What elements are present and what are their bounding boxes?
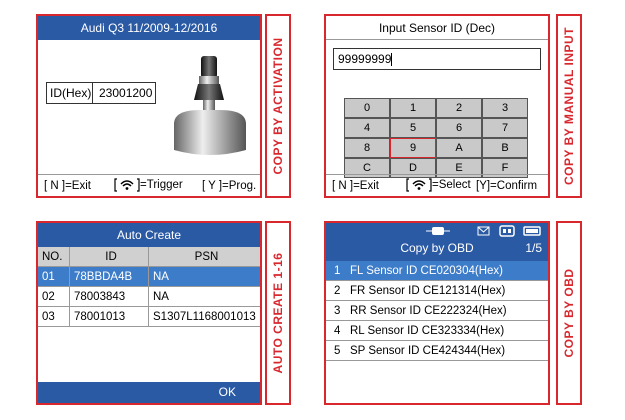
side-label-box: COPY BY OBD bbox=[556, 221, 582, 405]
keypad-key[interactable]: 5 bbox=[390, 118, 436, 138]
item-number: 1 bbox=[334, 265, 341, 277]
side-label: COPY BY MANUAL INPUT bbox=[562, 26, 576, 186]
screen-title: Copy by OBD bbox=[400, 241, 474, 255]
table-cell: 01 bbox=[42, 271, 55, 283]
keypad-key[interactable]: 3 bbox=[482, 98, 528, 118]
table-cell: NA bbox=[153, 291, 169, 303]
list-item[interactable]: 1 FL Sensor ID CE020304(Hex) bbox=[326, 261, 548, 281]
footer-text: [ N ]=Exit bbox=[44, 180, 91, 192]
keypad-key[interactable]: 8 bbox=[344, 138, 390, 158]
table-cell: S1307L1168001013 bbox=[153, 311, 256, 323]
keypad-key[interactable]: F bbox=[482, 158, 528, 178]
status-icons bbox=[426, 225, 541, 237]
side-label-box: COPY BY MANUAL INPUT bbox=[556, 14, 582, 198]
keypad-key[interactable]: B bbox=[482, 138, 528, 158]
column-divider bbox=[69, 267, 70, 287]
device-screen: Copy by OBD 1/5 1 FL Sensor ID CE020304(Hex… bbox=[324, 221, 550, 405]
keypad-key[interactable]: 0 bbox=[344, 98, 390, 118]
footer-bar: [ N ]=Exit =Select [Y]=Confirm bbox=[326, 174, 548, 196]
item-number: 4 bbox=[334, 325, 341, 337]
table-cell: 03 bbox=[42, 311, 55, 323]
sensor-id-input: 99999999 bbox=[333, 48, 541, 70]
footer-hint: [Y]=Confirm bbox=[476, 180, 537, 192]
footer-text: [Y]=Confirm bbox=[476, 180, 538, 192]
item-text: FR Sensor ID CE121314(Hex) bbox=[350, 285, 506, 297]
sensor-image bbox=[174, 56, 246, 155]
keypad-key[interactable]: 7 bbox=[482, 118, 528, 138]
column-divider bbox=[148, 307, 149, 327]
column-divider bbox=[148, 287, 149, 307]
keypad-key[interactable]: 6 bbox=[436, 118, 482, 138]
item-number: 5 bbox=[334, 345, 341, 357]
side-label: AUTO CREATE 1-16 bbox=[271, 252, 285, 374]
column-header: NO. bbox=[42, 251, 63, 263]
column-divider bbox=[148, 267, 149, 287]
column-divider bbox=[148, 247, 149, 267]
footer-text: =Select bbox=[432, 179, 471, 192]
keypad-key[interactable]: 1 bbox=[390, 98, 436, 118]
keypad-key[interactable]: C bbox=[344, 158, 390, 178]
title-bar: Input Sensor ID (Dec) bbox=[326, 16, 548, 40]
item-text: SP Sensor ID CE424344(Hex) bbox=[350, 345, 506, 357]
side-label: COPY BY OBD bbox=[562, 268, 576, 358]
table-row[interactable]: 01 78BBDA4B NA bbox=[38, 267, 260, 287]
item-text: RL Sensor ID CE323334(Hex) bbox=[350, 325, 505, 337]
side-label-box: COPY BY ACTIVATION bbox=[265, 14, 291, 198]
item-number: 2 bbox=[334, 285, 341, 297]
table-header: NO. ID PSN bbox=[38, 247, 260, 267]
signal-icon bbox=[406, 178, 432, 192]
keypad-key[interactable]: A bbox=[436, 138, 482, 158]
footer-hint: =Trigger bbox=[114, 178, 183, 192]
keypad-key[interactable]: 9 bbox=[390, 138, 436, 158]
column-divider bbox=[69, 247, 70, 267]
table-cell: 78001013 bbox=[74, 311, 126, 323]
item-text: RR Sensor ID CE222324(Hex) bbox=[350, 305, 507, 317]
page-indicator: 1/5 bbox=[525, 241, 542, 255]
footer-text: [ N ]=Exit bbox=[332, 180, 379, 192]
device-screen: Audi Q3 11/2009-12/2016 ID(Hex) 23001200 [ … bbox=[36, 14, 262, 198]
item-number: 3 bbox=[334, 305, 341, 317]
id-value-cell: 23001200 bbox=[92, 82, 156, 104]
input-value: 99999999 bbox=[338, 52, 392, 66]
table-row[interactable]: 02 78003843 NA bbox=[38, 287, 260, 307]
table-cell: 78003843 bbox=[74, 291, 126, 303]
keypad-key[interactable]: E bbox=[436, 158, 482, 178]
id-label-cell: ID(Hex) bbox=[46, 82, 93, 104]
footer-text: =Trigger bbox=[140, 179, 183, 192]
ok-button[interactable]: OK bbox=[38, 382, 260, 403]
table-cell: NA bbox=[153, 271, 169, 283]
side-label: COPY BY ACTIVATION bbox=[271, 37, 285, 175]
column-header: PSN bbox=[194, 251, 219, 263]
footer-text: [ Y ]=Prog. bbox=[202, 180, 257, 192]
footer-hint: =Select bbox=[406, 178, 471, 192]
footer-hint: [ N ]=Exit bbox=[44, 180, 91, 192]
item-text: FL Sensor ID CE020304(Hex) bbox=[350, 265, 503, 277]
list-item[interactable]: 5 SP Sensor ID CE424344(Hex) bbox=[326, 341, 548, 361]
title-bar: Copy by OBD 1/5 bbox=[326, 223, 548, 261]
title-bar: Audi Q3 11/2009-12/2016 bbox=[38, 16, 260, 40]
signal-icon bbox=[114, 178, 140, 192]
table-cell: 02 bbox=[42, 291, 55, 303]
list-item[interactable]: 2 FR Sensor ID CE121314(Hex) bbox=[326, 281, 548, 301]
keypad-key[interactable]: 4 bbox=[344, 118, 390, 138]
ok-label: OK bbox=[218, 385, 236, 399]
keypad-key[interactable]: D bbox=[390, 158, 436, 178]
device-screen: Input Sensor ID (Dec) 99999999 0 1 2 3 4 5 6 7 8 9 A… bbox=[324, 14, 550, 198]
text-cursor bbox=[391, 53, 393, 67]
list-item[interactable]: 4 RL Sensor ID CE323334(Hex) bbox=[326, 321, 548, 341]
column-divider bbox=[69, 287, 70, 307]
side-label-box: AUTO CREATE 1-16 bbox=[265, 221, 291, 405]
column-header: ID bbox=[105, 251, 117, 263]
footer-bar: [ N ]=Exit =Trigger [ Y ]=Prog. bbox=[38, 174, 260, 196]
footer-hint: [ N ]=Exit bbox=[332, 180, 379, 192]
column-divider bbox=[69, 307, 70, 327]
title-bar: Auto Create bbox=[38, 223, 260, 247]
footer-hint: [ Y ]=Prog. bbox=[202, 180, 256, 192]
keypad-key[interactable]: 2 bbox=[436, 98, 482, 118]
device-screen: Auto Create NO. ID PSN 01 78BBDA4B NA 02 7800384… bbox=[36, 221, 262, 405]
list-item[interactable]: 3 RR Sensor ID CE222324(Hex) bbox=[326, 301, 548, 321]
table-cell: 78BBDA4B bbox=[74, 271, 133, 283]
table-row[interactable]: 03 78001013 S1307L1168001013 bbox=[38, 307, 260, 327]
